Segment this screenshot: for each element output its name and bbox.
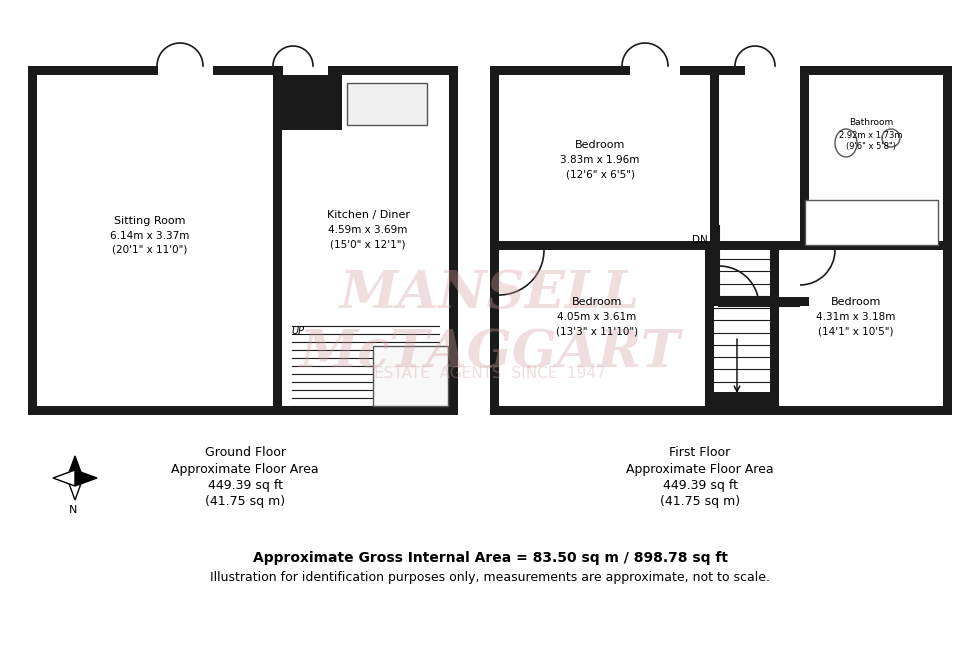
Bar xyxy=(449,66,458,415)
Text: (41.75 sq m): (41.75 sq m) xyxy=(660,494,740,507)
Text: 6.14m x 3.37m: 6.14m x 3.37m xyxy=(111,231,190,241)
Polygon shape xyxy=(67,456,83,478)
Text: 4.05m x 3.61m: 4.05m x 3.61m xyxy=(558,312,637,323)
Text: (9'6" x 5'8"): (9'6" x 5'8") xyxy=(846,142,896,151)
Bar xyxy=(28,406,198,415)
Bar xyxy=(943,66,952,415)
Polygon shape xyxy=(53,470,75,486)
Text: 449.39 sq ft: 449.39 sq ft xyxy=(208,479,282,492)
Text: UP: UP xyxy=(291,326,305,336)
Bar xyxy=(273,75,282,406)
Text: Ground Floor: Ground Floor xyxy=(205,447,285,460)
Bar xyxy=(406,406,458,415)
Bar xyxy=(328,66,458,75)
Bar xyxy=(800,66,952,75)
Bar xyxy=(243,406,363,415)
Text: N: N xyxy=(69,505,77,515)
Text: Bedroom: Bedroom xyxy=(831,297,881,308)
Bar xyxy=(680,66,745,75)
Text: First Floor: First Floor xyxy=(669,447,731,460)
Bar xyxy=(770,250,779,406)
Text: (41.75 sq m): (41.75 sq m) xyxy=(205,494,285,507)
Bar xyxy=(705,241,779,250)
Text: 2.92m x 1.73m: 2.92m x 1.73m xyxy=(839,131,903,140)
Bar xyxy=(28,406,458,415)
Bar xyxy=(805,200,938,245)
Text: (20'1" x 11'0"): (20'1" x 11'0") xyxy=(113,245,188,255)
Bar xyxy=(710,75,719,306)
Bar xyxy=(770,241,943,250)
Bar xyxy=(28,66,458,415)
Text: (13'3" x 11'10"): (13'3" x 11'10") xyxy=(556,326,638,336)
Text: Kitchen / Diner: Kitchen / Diner xyxy=(326,210,410,220)
Text: MANSELL
McTAGGART: MANSELL McTAGGART xyxy=(300,268,680,378)
Bar xyxy=(800,75,809,250)
Text: Bedroom: Bedroom xyxy=(571,297,622,308)
Text: 3.83m x 1.96m: 3.83m x 1.96m xyxy=(561,155,640,165)
Polygon shape xyxy=(67,478,83,500)
Bar xyxy=(490,406,952,415)
Bar xyxy=(213,66,283,75)
Bar xyxy=(28,406,458,415)
Bar xyxy=(490,66,499,415)
Text: Bedroom: Bedroom xyxy=(575,140,625,150)
Text: 4.31m x 3.18m: 4.31m x 3.18m xyxy=(816,312,896,323)
Text: Approximate Floor Area: Approximate Floor Area xyxy=(172,462,318,475)
Bar xyxy=(705,392,770,406)
Ellipse shape xyxy=(882,129,900,147)
Bar xyxy=(373,346,448,406)
Bar xyxy=(28,66,158,75)
Bar xyxy=(28,66,37,415)
Bar xyxy=(282,75,342,130)
Text: Sitting Room: Sitting Room xyxy=(115,216,186,226)
Text: 4.59m x 3.69m: 4.59m x 3.69m xyxy=(328,225,408,235)
Text: (14'1" x 10'5"): (14'1" x 10'5") xyxy=(818,326,894,336)
Text: 449.39 sq ft: 449.39 sq ft xyxy=(662,479,738,492)
Text: DN: DN xyxy=(692,235,708,245)
Polygon shape xyxy=(75,470,97,486)
Bar xyxy=(490,406,952,415)
Text: Bathroom: Bathroom xyxy=(849,118,893,127)
Bar xyxy=(347,83,427,125)
Bar xyxy=(490,66,630,75)
Bar xyxy=(499,241,710,250)
Ellipse shape xyxy=(835,129,857,157)
Text: Approximate Floor Area: Approximate Floor Area xyxy=(626,462,774,475)
Text: (15'0" x 12'1"): (15'0" x 12'1") xyxy=(330,239,406,249)
Text: ESTATE  AGENTS  SINCE  1947: ESTATE AGENTS SINCE 1947 xyxy=(374,366,606,381)
Bar xyxy=(710,297,809,306)
Text: Illustration for identification purposes only, measurements are approximate, not: Illustration for identification purposes… xyxy=(210,571,770,584)
Text: (12'6" x 6'5"): (12'6" x 6'5") xyxy=(565,169,634,180)
Bar xyxy=(490,66,952,415)
Bar xyxy=(705,250,714,406)
Text: Approximate Gross Internal Area = 83.50 sq m / 898.78 sq ft: Approximate Gross Internal Area = 83.50 … xyxy=(253,551,727,565)
